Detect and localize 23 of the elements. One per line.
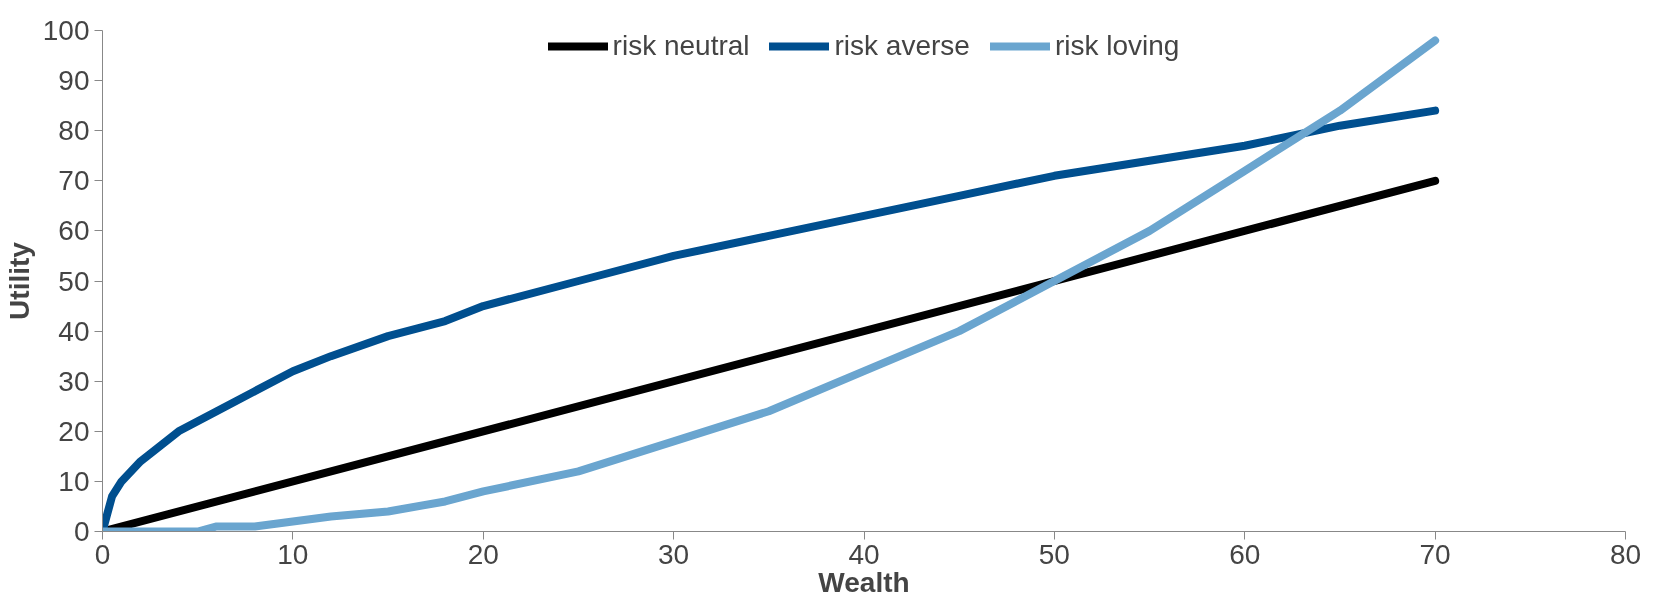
y-tick-label: 50 xyxy=(58,265,90,297)
x-tick-label: 0 xyxy=(94,538,111,570)
legend-label: risk neutral xyxy=(612,30,750,62)
y-axis-title: Utility xyxy=(3,241,35,320)
y-tick-label: 60 xyxy=(58,215,90,247)
y-tick-label: 10 xyxy=(58,465,90,497)
y-tick-label: 40 xyxy=(58,315,90,347)
legend-label: risk loving xyxy=(1054,30,1180,62)
y-tick-label: 20 xyxy=(58,415,90,447)
y-tick-label: 0 xyxy=(73,516,90,547)
x-tick-label: 70 xyxy=(1419,538,1451,570)
x-tick-label: 50 xyxy=(1038,538,1070,570)
y-tick-label: 70 xyxy=(58,165,90,197)
y-tick-label: 80 xyxy=(58,115,90,147)
x-tick-label: 60 xyxy=(1229,538,1261,570)
y-tick-label: 100 xyxy=(42,15,90,46)
y-tick-label: 90 xyxy=(58,65,90,97)
legend-label: risk averse xyxy=(834,30,970,62)
x-tick-label: 10 xyxy=(277,538,309,570)
y-tick-label: 30 xyxy=(58,365,90,397)
x-tick-label: 30 xyxy=(658,538,690,570)
x-tick-label: 80 xyxy=(1609,538,1642,570)
x-tick-label: 20 xyxy=(467,538,499,570)
